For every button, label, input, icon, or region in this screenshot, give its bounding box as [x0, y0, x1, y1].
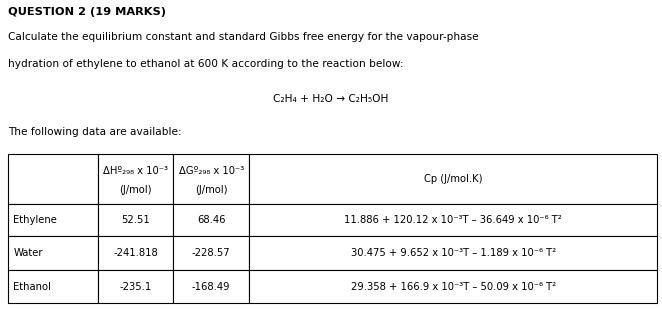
Text: 52.51: 52.51 [121, 215, 150, 225]
Text: (J/mol): (J/mol) [119, 185, 152, 195]
Bar [8, 236, 98, 270]
Text: Water: Water [13, 248, 43, 258]
Bar [8, 270, 98, 303]
Text: 11.886 + 120.12 x 10⁻³T – 36.649 x 10⁻⁶ T²: 11.886 + 120.12 x 10⁻³T – 36.649 x 10⁻⁶ … [344, 215, 562, 225]
Text: Calculate the equilibrium constant and standard Gibbs free energy for the vapour: Calculate the equilibrium constant and s… [8, 32, 479, 42]
Text: hydration of ethylene to ethanol at 600 K according to the reaction below:: hydration of ethylene to ethanol at 600 … [8, 59, 403, 69]
Text: Ethanol: Ethanol [13, 282, 51, 292]
Bar [173, 236, 249, 270]
Text: 68.46: 68.46 [197, 215, 226, 225]
Text: ΔGº₂₉₈ x 10⁻³: ΔGº₂₉₈ x 10⁻³ [179, 166, 244, 176]
Bar [249, 236, 657, 270]
Text: 30.475 + 9.652 x 10⁻³T – 1.189 x 10⁻⁶ T²: 30.475 + 9.652 x 10⁻³T – 1.189 x 10⁻⁶ T² [351, 248, 555, 258]
Bar [98, 270, 173, 303]
Text: -241.818: -241.818 [113, 248, 158, 258]
Bar [249, 204, 657, 236]
Bar [8, 154, 98, 204]
Bar [249, 270, 657, 303]
Text: C₂H₄ + H₂O → C₂H₅OH: C₂H₄ + H₂O → C₂H₅OH [273, 94, 389, 104]
Bar [8, 204, 98, 236]
Bar [98, 154, 173, 204]
Text: QUESTION 2 (19 MARKS): QUESTION 2 (19 MARKS) [8, 7, 166, 17]
Text: (J/mol): (J/mol) [195, 185, 228, 195]
Text: The following data are available:: The following data are available: [8, 127, 181, 137]
Text: Cp (J/mol.K): Cp (J/mol.K) [424, 174, 483, 184]
Bar [249, 154, 657, 204]
Bar [173, 270, 249, 303]
Bar [173, 204, 249, 236]
Text: ΔHº₂₉₈ x 10⁻³: ΔHº₂₉₈ x 10⁻³ [103, 166, 168, 176]
Bar [173, 154, 249, 204]
Text: -168.49: -168.49 [192, 282, 230, 292]
Bar [98, 204, 173, 236]
Text: -235.1: -235.1 [120, 282, 152, 292]
Bar [98, 236, 173, 270]
Text: -228.57: -228.57 [192, 248, 230, 258]
Text: 29.358 + 166.9 x 10⁻³T – 50.09 x 10⁻⁶ T²: 29.358 + 166.9 x 10⁻³T – 50.09 x 10⁻⁶ T² [351, 282, 555, 292]
Text: Ethylene: Ethylene [13, 215, 57, 225]
